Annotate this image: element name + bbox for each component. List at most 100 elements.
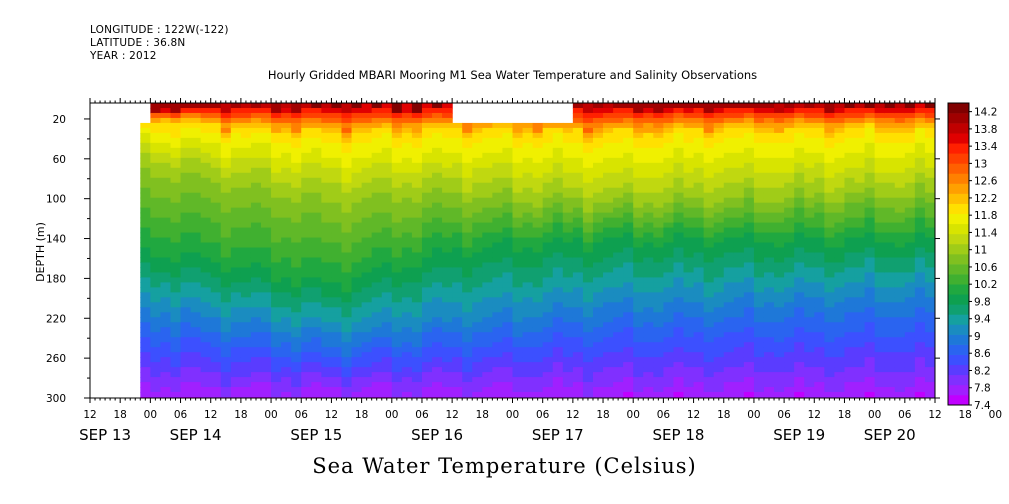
heatmap-cell [874,127,886,134]
heatmap-cell [421,332,433,338]
heatmap-cell [623,327,634,333]
heatmap-cell [371,122,383,129]
heatmap-cell [613,112,624,119]
heatmap-cell [673,252,685,259]
heatmap-cell [643,122,654,129]
heatmap-cell [331,197,343,204]
heatmap-cell [552,187,564,194]
heatmap-cell [331,382,343,388]
heatmap-cell [894,347,906,353]
heatmap-cell [743,352,755,358]
heatmap-cell [663,322,675,328]
heatmap-cell [512,247,524,254]
heatmap-cell [401,357,413,363]
heatmap-cell [794,252,805,259]
heatmap-cell [924,142,935,149]
heatmap-cell [824,137,836,144]
heatmap-cell [391,257,403,264]
heatmap-cell [552,267,564,274]
heatmap-cell [613,337,624,343]
heatmap-cell [401,387,413,393]
heatmap-cell [311,347,322,353]
heatmap-cell [321,287,333,293]
heatmap-cell [150,277,162,283]
heatmap-cell [532,387,544,393]
heatmap-cell [643,197,654,204]
heatmap-cell [814,162,825,169]
heatmap-cell [824,103,836,109]
heatmap-cell [592,257,604,264]
heatmap-cell [542,282,554,288]
heatmap-cell [763,157,775,164]
heatmap-cell [381,177,393,184]
heatmap-cell [502,342,514,348]
heatmap-cell [361,147,373,154]
heatmap-cell [240,137,252,144]
heatmap-cell [502,237,514,244]
heatmap-cell [613,322,624,328]
heatmap-cell [220,277,232,283]
heatmap-cell [240,372,252,378]
heatmap-cell [482,277,493,283]
heatmap-cell [522,272,534,279]
heatmap-cell [442,272,453,279]
heatmap-cell [562,332,574,338]
heatmap-cell [200,392,212,398]
heatmap-cell [271,152,282,159]
heatmap-cell [361,312,373,318]
heatmap-cell [603,382,614,388]
heatmap-cell [582,187,594,194]
heatmap-cell [542,137,554,144]
heatmap-cell [482,392,493,398]
heatmap-cell [321,197,333,204]
heatmap-cell [472,162,483,169]
heatmap-cell [884,322,896,328]
heatmap-cell [774,327,785,333]
heatmap-cell [442,182,453,189]
heatmap-cell [331,202,343,209]
heatmap-cell [452,342,463,348]
heatmap-cell [472,122,483,129]
heatmap-cell [250,103,262,109]
heatmap-cell [472,167,483,174]
heatmap-cell [442,367,453,373]
heatmap-cell [261,192,272,199]
heatmap-cell [532,372,544,378]
heatmap-cell [613,282,624,288]
heatmap-cell [703,242,715,249]
heatmap-cell [200,142,212,149]
heatmap-cell [371,232,383,239]
heatmap-cell [864,347,876,353]
heatmap-cell [381,322,393,328]
heatmap-cell [572,367,584,373]
heatmap-cell [552,352,564,358]
heatmap-cell [371,107,383,114]
heatmap-cell [482,327,493,333]
heatmap-cell [482,322,493,328]
heatmap-cell [261,292,272,298]
heatmap-cell [411,172,423,179]
heatmap-cell [663,142,675,149]
heatmap-cell [683,222,695,229]
heatmap-cell [914,172,926,179]
heatmap-cell [190,392,202,398]
heatmap-cell [804,107,815,114]
heatmap-cell [351,297,363,303]
heatmap-cell [864,342,876,348]
heatmap-cell [763,322,775,328]
heatmap-cell [683,142,695,149]
heatmap-cell [603,197,614,204]
heatmap-cell [693,207,705,214]
heatmap-cell [271,312,282,318]
heatmap-cell [492,327,504,333]
heatmap-cell [703,212,715,219]
heatmap-cell [411,282,423,288]
heatmap-cell [210,332,222,338]
heatmap-cell [763,192,775,199]
heatmap-cell [170,167,182,174]
heatmap-cell [281,282,292,288]
heatmap-cell [613,312,624,318]
heatmap-cell [401,362,413,368]
heatmap-cell [230,357,242,363]
heatmap-cell [603,152,614,159]
